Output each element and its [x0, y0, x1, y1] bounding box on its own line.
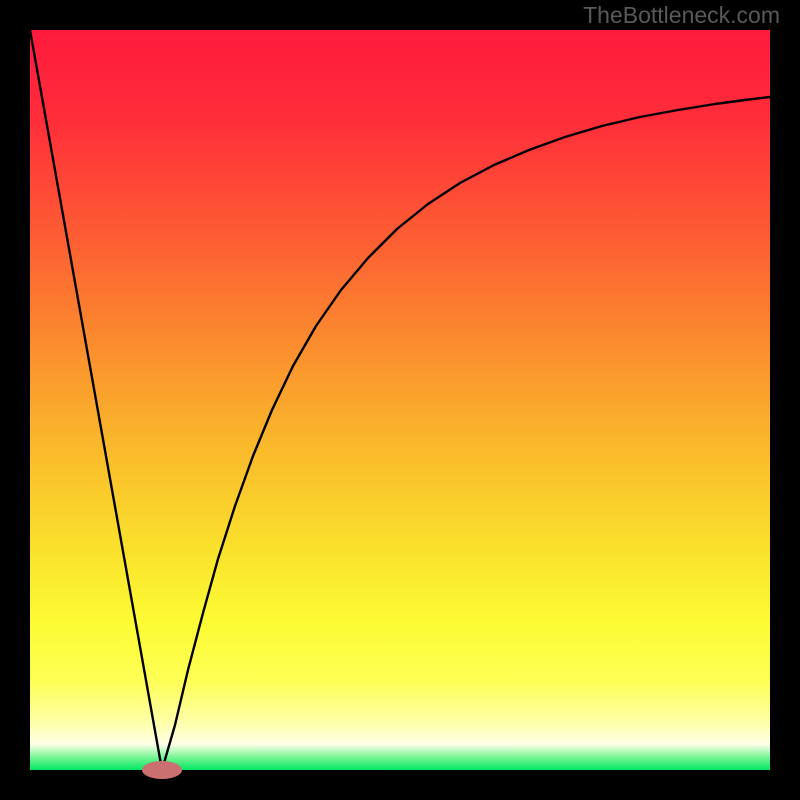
optimum-marker	[142, 761, 182, 779]
bottleneck-chart	[0, 0, 800, 800]
chart-container: TheBottleneck.com	[0, 0, 800, 800]
